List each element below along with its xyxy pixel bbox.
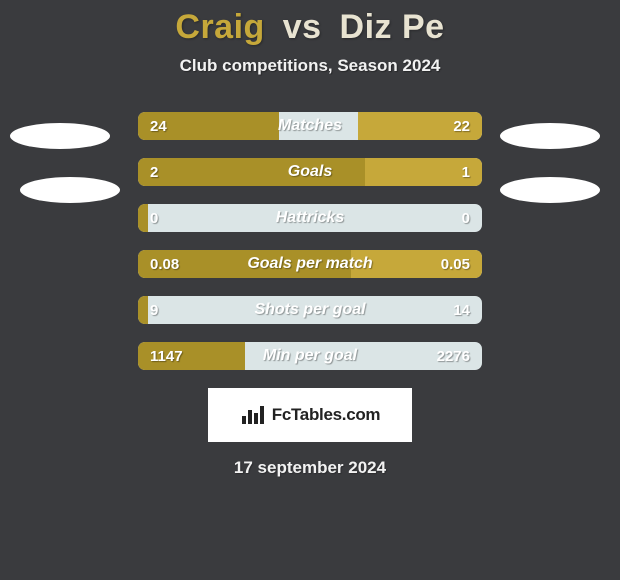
stat-row: 9Shots per goal14 bbox=[138, 296, 482, 324]
stat-value-right: 1 bbox=[462, 158, 470, 186]
title-player2: Diz Pe bbox=[340, 8, 445, 46]
stat-label: Min per goal bbox=[138, 342, 482, 370]
stat-row: 2Goals1 bbox=[138, 158, 482, 186]
stat-value-right: 22 bbox=[453, 112, 470, 140]
date: 17 september 2024 bbox=[0, 458, 620, 478]
stat-row: 0Hattricks0 bbox=[138, 204, 482, 232]
subtitle: Club competitions, Season 2024 bbox=[0, 56, 620, 76]
fctables-logo: FcTables.com bbox=[208, 388, 412, 442]
title-player1: Craig bbox=[175, 8, 264, 46]
logo-text: FcTables.com bbox=[272, 405, 381, 425]
stat-row: 1147Min per goal2276 bbox=[138, 342, 482, 370]
stat-row: 24Matches22 bbox=[138, 112, 482, 140]
player1-avatar-bot bbox=[20, 177, 120, 203]
comparison-card: Craig vs Diz Pe Club competitions, Seaso… bbox=[0, 0, 620, 580]
logo-bars-icon bbox=[240, 404, 266, 426]
stat-label: Goals bbox=[138, 158, 482, 186]
stat-value-right: 2276 bbox=[437, 342, 470, 370]
stat-label: Goals per match bbox=[138, 250, 482, 278]
stat-label: Matches bbox=[138, 112, 482, 140]
stat-label: Shots per goal bbox=[138, 296, 482, 324]
stat-label: Hattricks bbox=[138, 204, 482, 232]
player2-avatar-bot bbox=[500, 177, 600, 203]
player1-avatar-top bbox=[10, 123, 110, 149]
stat-row: 0.08Goals per match0.05 bbox=[138, 250, 482, 278]
player2-avatar-top bbox=[500, 123, 600, 149]
stat-value-right: 14 bbox=[453, 296, 470, 324]
title: Craig vs Diz Pe bbox=[0, 0, 620, 47]
title-vs: vs bbox=[275, 8, 330, 46]
stat-value-right: 0 bbox=[462, 204, 470, 232]
stats-block: 24Matches22 2Goals1 0Hattricks0 0.08Goals p… bbox=[138, 112, 482, 370]
stat-value-right: 0.05 bbox=[441, 250, 470, 278]
